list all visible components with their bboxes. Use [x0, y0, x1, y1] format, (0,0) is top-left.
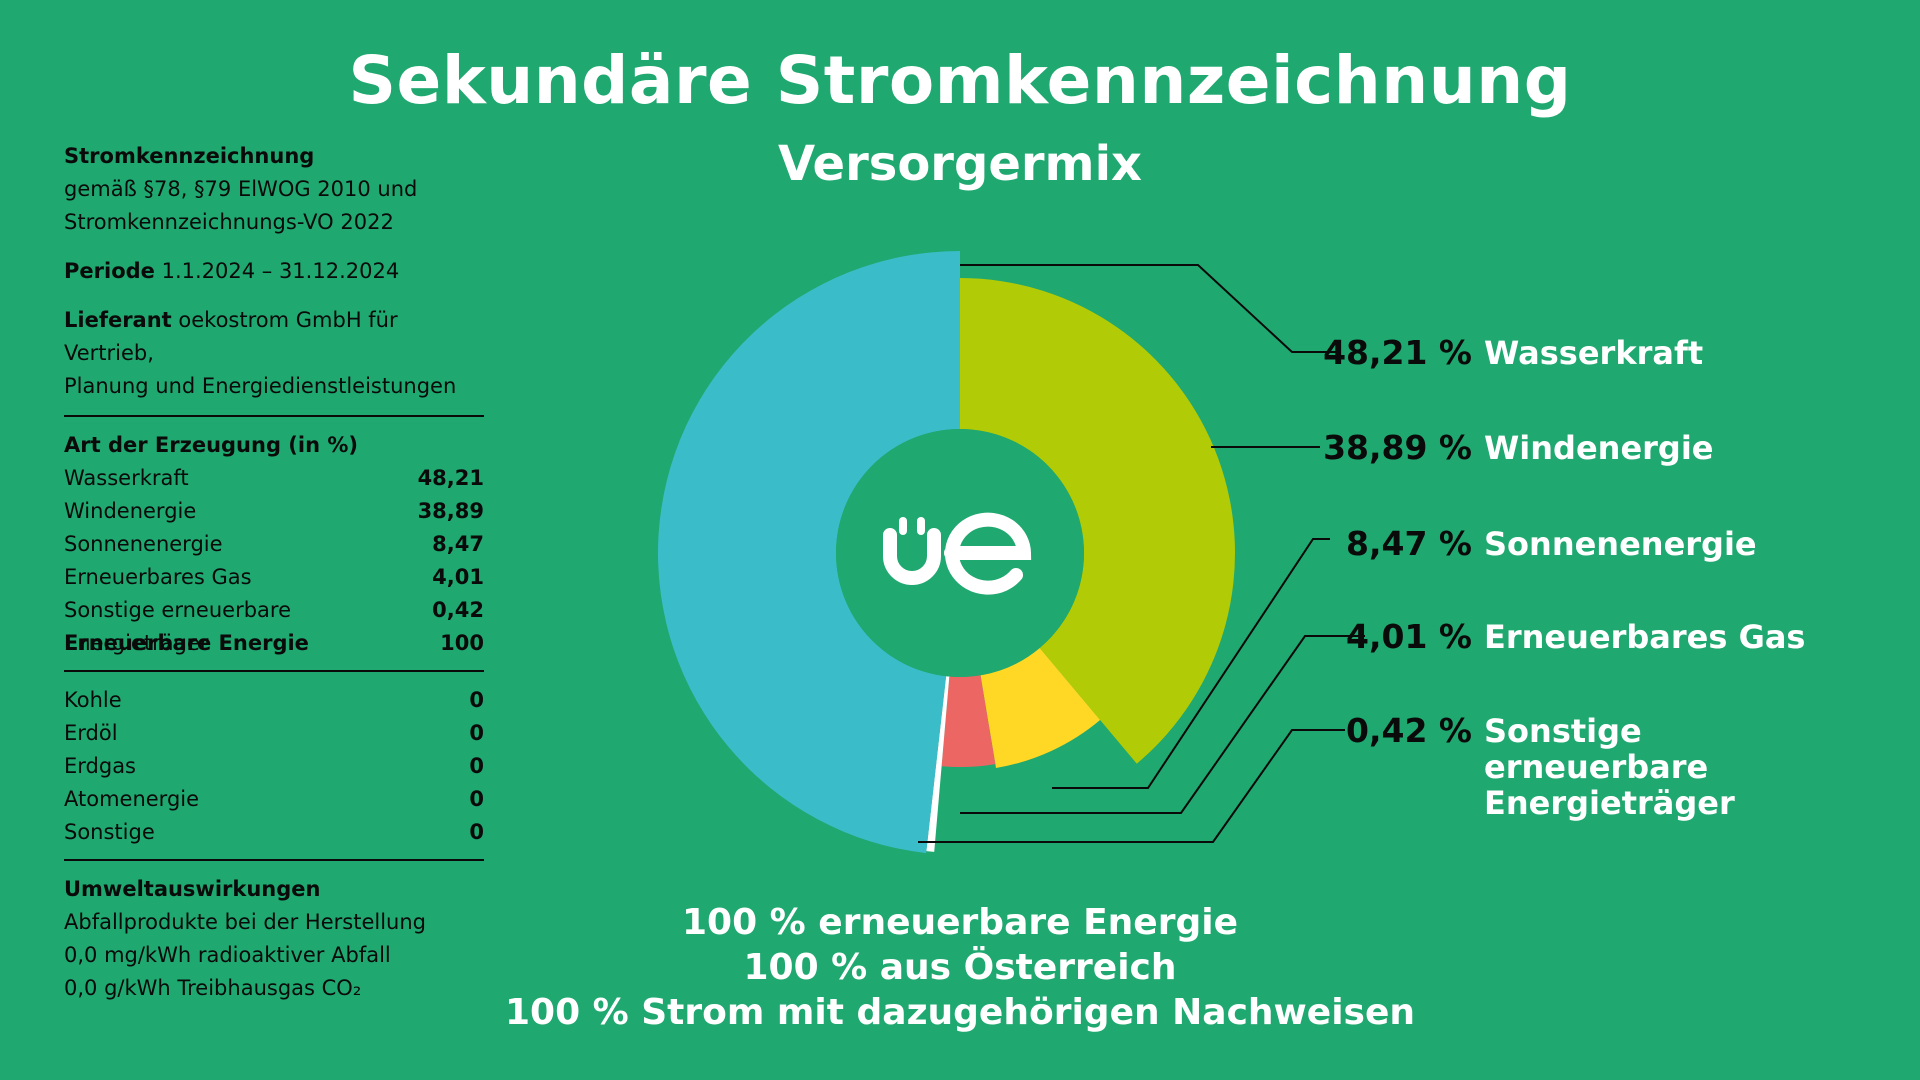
- data-label-name: Energieträger: [1484, 784, 1735, 822]
- table-row: Windenergie 38,89: [64, 495, 484, 528]
- row-value: 100: [440, 631, 484, 655]
- legal-line-1: gemäß §78, §79 ElWOG 2010 und: [64, 177, 418, 201]
- row-label: Erdgas: [64, 754, 137, 778]
- row-value: 0: [469, 820, 484, 844]
- data-label-value: 0,42 %: [1346, 711, 1472, 750]
- generation-heading: Art der Erzeugung (in %): [64, 433, 358, 457]
- row-label: Sonstige: [64, 820, 155, 844]
- table-row: Erneuerbares Gas 4,01: [64, 561, 484, 594]
- env-line-1: Abfallprodukte bei der Herstellung: [64, 910, 426, 934]
- summary-line-2: 100 % aus Österreich: [743, 947, 1177, 988]
- row-value: 38,89: [417, 499, 484, 523]
- row-value: 0: [469, 754, 484, 778]
- row-label: Erneuerbares Gas: [64, 565, 252, 589]
- period-label: Periode: [64, 259, 155, 283]
- legal-block: Stromkennzeichnung gemäß §78, §79 ElWOG …: [64, 140, 484, 239]
- pie-slice-windenergie: [960, 278, 1235, 764]
- row-label: Wasserkraft: [64, 466, 189, 490]
- legal-heading: Stromkennzeichnung: [64, 144, 315, 168]
- row-value: 48,21: [417, 466, 484, 490]
- row-value: 0: [469, 721, 484, 745]
- row-label: Erneuerbare Energie: [64, 631, 309, 655]
- leader-line: [960, 264, 1336, 353]
- divider: [64, 415, 484, 417]
- period-value: 1.1.2024 – 31.12.2024: [161, 259, 400, 283]
- generation-heading-row: Art der Erzeugung (in %): [64, 429, 484, 462]
- row-label: Windenergie: [64, 499, 197, 523]
- pie-slice-sonnenenergie: [980, 647, 1101, 769]
- page-subtitle: Versorgermix: [778, 136, 1142, 192]
- data-label-value: 4,01 %: [1346, 617, 1472, 656]
- summary-footer: 100 % erneuerbare Energie 100 % aus Öste…: [0, 900, 1920, 1035]
- divider: [64, 859, 484, 861]
- data-label-value: 38,89 %: [1323, 428, 1472, 467]
- table-row: Kohle 0: [64, 684, 484, 717]
- table-row: Sonstige erneuerbare Energieträger 0,42: [64, 594, 484, 655]
- table-row: Erdgas 0: [64, 750, 484, 783]
- data-label-name: Sonstige: [1484, 712, 1642, 750]
- summary-line-1: 100 % erneuerbare Energie: [682, 902, 1238, 943]
- period-block: Periode 1.1.2024 – 31.12.2024: [64, 255, 484, 288]
- table-row: Sonnenenergie 8,47: [64, 528, 484, 561]
- leader-line: [960, 635, 1365, 814]
- leader-line: [1052, 538, 1330, 789]
- info-panel: Stromkennzeichnung gemäß §78, §79 ElWOG …: [64, 140, 484, 1005]
- row-label: Sonnenenergie: [64, 532, 223, 556]
- data-label-name: Wasserkraft: [1484, 334, 1703, 372]
- env-line-2: 0,0 mg/kWh radioaktiver Abfall: [64, 943, 391, 967]
- supplier-value-1: oekostrom GmbH für Vertrieb,: [64, 308, 398, 365]
- supplier-value-2: Planung und Energiedienstleistungen: [64, 374, 457, 398]
- row-value: 4,01: [432, 565, 484, 589]
- data-label-name: Sonnenenergie: [1484, 525, 1757, 563]
- data-label-value: 48,21 %: [1323, 333, 1472, 372]
- row-value: 0: [469, 787, 484, 811]
- env-block: Umweltauswirkungen Abfallprodukte bei de…: [64, 873, 484, 1005]
- supplier-block: Lieferant oekostrom GmbH für Vertrieb, P…: [64, 304, 484, 403]
- legal-line-2: Stromkennzeichnungs-VO 2022: [64, 210, 394, 234]
- supplier-label: Lieferant: [64, 308, 172, 332]
- leader-line: [918, 729, 1345, 843]
- data-label-value: 8,47 %: [1346, 524, 1472, 563]
- row-value: 0,42: [432, 598, 484, 622]
- table-row: Sonstige 0: [64, 816, 484, 849]
- pie-slice-erneuerbares-gas: [941, 675, 996, 767]
- table-row: Erdöl 0: [64, 717, 484, 750]
- page-title: Sekundäre Stromkennzeichnung: [348, 42, 1572, 119]
- summary-line-3: 100 % Strom mit dazugehörigen Nachweisen: [504, 992, 1416, 1033]
- oe-logo-icon: oe: [883, 512, 1032, 595]
- row-value: 0: [469, 688, 484, 712]
- env-heading: Umweltauswirkungen: [64, 877, 321, 901]
- row-label: Kohle: [64, 688, 122, 712]
- row-label: Atomenergie: [64, 787, 200, 811]
- data-label-name: erneuerbare: [1484, 748, 1708, 786]
- data-label-name: Erneuerbares Gas: [1484, 618, 1805, 656]
- row-label: Sonstige erneuerbare Energieträger: [64, 598, 291, 655]
- table-row-total: Erneuerbare Energie 100: [64, 627, 484, 660]
- table-row: Wasserkraft 48,21: [64, 462, 484, 495]
- row-value: 8,47: [432, 532, 484, 556]
- data-label-name: Windenergie: [1484, 429, 1714, 467]
- divider: [64, 670, 484, 672]
- env-line-3: 0,0 g/kWh Treibhausgas CO₂: [64, 976, 362, 1000]
- table-row: Atomenergie 0: [64, 783, 484, 816]
- row-label: Erdöl: [64, 721, 118, 745]
- pie-slice-wasserkraft: [657, 251, 960, 854]
- pie-slice-sonstige-erneuerbare-energieträger: [926, 676, 950, 852]
